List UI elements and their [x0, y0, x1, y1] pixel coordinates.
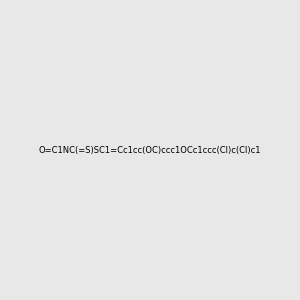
Text: O=C1NC(=S)SC1=Cc1cc(OC)ccc1OCc1ccc(Cl)c(Cl)c1: O=C1NC(=S)SC1=Cc1cc(OC)ccc1OCc1ccc(Cl)c(…: [39, 146, 261, 154]
